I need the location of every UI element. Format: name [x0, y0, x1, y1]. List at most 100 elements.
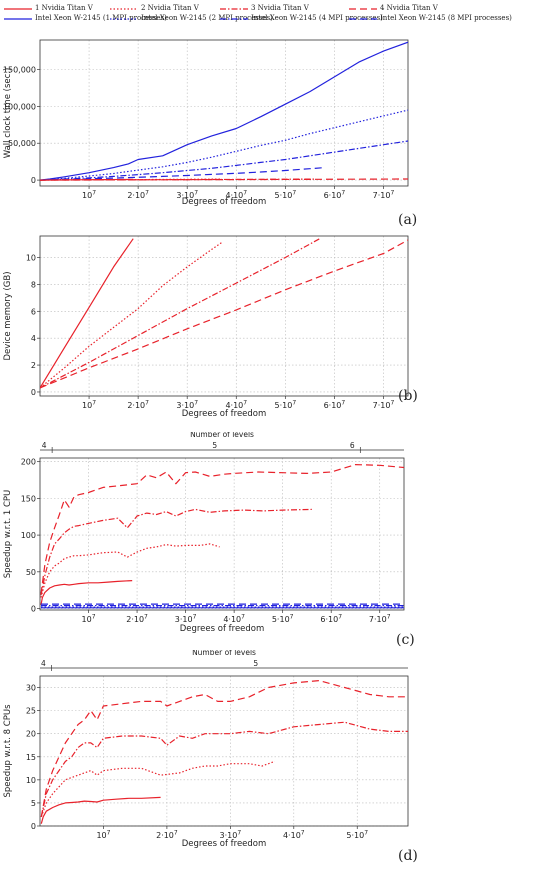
x-tick-label: 5·107 — [275, 190, 297, 201]
series-group — [40, 41, 408, 181]
x-tick-label: 6·107 — [324, 190, 346, 201]
chart-panel-a: 107 2·107 3·107 4·107 5·107 6·107 7·107 0 50,000… — [3, 39, 417, 228]
x-tick-label: 4·107 — [223, 614, 245, 625]
series-line-4-nvidia-titan-v — [40, 680, 408, 817]
plot-frame — [39, 457, 405, 611]
x-tick-label: 2·107 — [156, 830, 178, 841]
top-tick-label: 4 — [42, 441, 47, 450]
grid — [40, 676, 408, 827]
x-tick-label: 2·107 — [127, 400, 149, 411]
legend-label: 4 Nvidia Titan V — [380, 4, 438, 12]
x-axis-label: Degrees of freedom — [182, 839, 267, 849]
top-level-label: 5 — [212, 441, 217, 450]
x-tick-label: 6·107 — [324, 400, 346, 411]
series-line-2-nvidia-titan-v — [40, 543, 220, 598]
plot-frame — [39, 675, 409, 827]
series-line-4-nvidia-titan-v — [40, 463, 404, 594]
x-axis-label: Degrees of freedom — [182, 197, 267, 207]
chart-panel-c: 107 2·107 3·107 4·107 5·107 6·107 7·107 0 50 100 1… — [3, 432, 415, 648]
y-tick-label: 50 — [26, 568, 36, 577]
panel-label: (d) — [398, 848, 418, 864]
top-tick-label: 6 — [350, 441, 355, 450]
y-tick-label: 50,000 — [8, 139, 36, 148]
legend-swatch — [4, 18, 32, 20]
grid — [40, 458, 404, 610]
panel-label: (b) — [398, 388, 418, 404]
x-axis-label: Degrees of freedom — [182, 409, 267, 419]
x-tick-label: 4·107 — [225, 190, 247, 201]
x-tick-label: 2·107 — [126, 614, 148, 625]
y-tick-label: 100,000 — [3, 102, 36, 111]
grid — [40, 236, 408, 396]
chart-panel-b: 107 2·107 3·107 4·107 5·107 6·107 7·107 0 2 4 6 8 10… — [3, 235, 418, 419]
chart-legend: 1 Nvidia Titan V 2 Nvidia Titan V 3 Nvidia… — [0, 0, 550, 28]
y-tick-label: 8 — [31, 280, 36, 289]
x-tick-label: 7·107 — [373, 190, 395, 201]
y-tick-label: 0 — [31, 605, 36, 614]
x-tick-label: 5·107 — [272, 614, 294, 625]
top-axis-label: Number of levels — [190, 432, 254, 439]
series-line-1-nvidia-titan-v — [40, 238, 134, 389]
x-tick-label: 3·107 — [176, 190, 198, 201]
series-line-intel-xeon-w-2145-1-mpi-processes — [40, 41, 408, 181]
x-tick-label: 107 — [96, 830, 110, 841]
x-tick-label: 3·107 — [175, 614, 197, 625]
y-tick-label: 10 — [26, 776, 36, 785]
y-axis-label: Speedup w.r.t. 8 CPUs — [3, 704, 13, 798]
series-line-1-nvidia-titan-v — [40, 580, 133, 606]
y-tick-label: 0 — [31, 822, 36, 831]
x-tick-label: 3·107 — [220, 830, 242, 841]
y-tick-label: 20 — [26, 730, 36, 739]
y-tick-label: 5 — [31, 799, 36, 808]
series-line-2-nvidia-titan-v — [40, 178, 222, 181]
chart-panel-d: 107 2·107 3·107 4·107 5·107 0 5 10 15 20 25 30 Degre… — [3, 650, 418, 864]
y-tick-label: 30 — [26, 684, 36, 693]
y-tick-label: 200 — [21, 458, 36, 467]
legend-swatch — [220, 18, 248, 20]
legend-swatch — [220, 8, 248, 10]
x-tick-label: 5·107 — [275, 400, 297, 411]
legend-label: 1 Nvidia Titan V — [35, 4, 93, 12]
series-line-intel-xeon-w-2145-2-mpi-processes — [40, 109, 408, 181]
series-line-intel-xeon-w-2145-4-mpi-processes — [40, 140, 408, 181]
y-tick-label: 2 — [31, 361, 36, 370]
y-axis-label: Wall clock time (sec.) — [3, 68, 13, 159]
x-tick-label: 3·107 — [176, 400, 198, 411]
grid — [40, 40, 408, 186]
series-line-3-nvidia-titan-v — [40, 238, 320, 389]
y-tick-label: 4 — [31, 334, 36, 343]
top-level-label: 5 — [253, 659, 258, 668]
panel-label: (c) — [396, 632, 415, 648]
legend-label: Intel Xeon W-2145 (8 MPI processes) — [380, 14, 512, 22]
legend-label: Intel Xeon W-2145 (1 MPI processes) — [35, 14, 167, 22]
plot-frame — [39, 39, 409, 187]
y-tick-label: 0 — [31, 176, 36, 185]
x-tick-label: 4·107 — [283, 830, 305, 841]
series-line-intel-xeon-w-2145-8-mpi-processes — [40, 167, 325, 181]
series-line-3-nvidia-titan-v — [40, 721, 408, 817]
top-axis-label: Number of levels — [192, 650, 256, 657]
y-tick-label: 10 — [26, 254, 36, 263]
series-group — [40, 680, 408, 824]
legend-swatch — [4, 8, 32, 10]
y-tick-label: 25 — [26, 707, 36, 716]
x-tick-label: 6·107 — [320, 614, 342, 625]
plot-frame — [39, 235, 409, 397]
series-line-3-nvidia-titan-v — [40, 508, 312, 596]
y-tick-label: 6 — [31, 307, 36, 316]
x-tick-label: 107 — [82, 614, 96, 625]
top-tick-label: 4 — [41, 659, 46, 668]
y-tick-label: 100 — [21, 531, 36, 540]
series-line-2-nvidia-titan-v — [40, 242, 222, 389]
y-tick-label: 150 — [21, 494, 36, 503]
legend-label: 3 Nvidia Titan V — [251, 4, 309, 12]
series-group — [40, 238, 408, 389]
y-axis-label: Speedup w.r.t. 1 CPU — [3, 490, 13, 579]
x-axis-label: Degrees of freedom — [180, 624, 265, 634]
legend-swatch — [349, 18, 377, 20]
x-tick-label: 107 — [82, 190, 96, 201]
series-line-1-nvidia-titan-v — [40, 796, 161, 824]
legend-swatch — [349, 8, 377, 10]
y-tick-label: 0 — [31, 388, 36, 397]
x-tick-label: 107 — [82, 400, 96, 411]
